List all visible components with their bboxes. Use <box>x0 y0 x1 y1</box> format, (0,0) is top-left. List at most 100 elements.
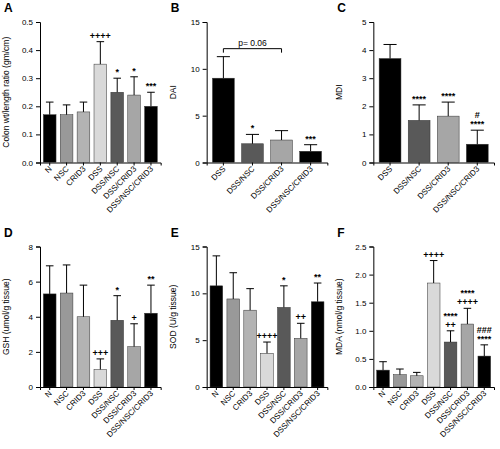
panel-title: F <box>337 226 344 240</box>
error-bar <box>280 286 288 308</box>
bar <box>461 324 474 387</box>
marks <box>43 42 157 163</box>
plot: 0.00.10.20.30.40.5NNSCCRID3DSSDSS/NSCDSS… <box>1 18 161 214</box>
error-bar <box>442 102 455 116</box>
x-tick: N <box>43 387 54 399</box>
bar <box>300 151 322 162</box>
y-tick-label: 0 <box>195 159 200 168</box>
error-bar <box>471 130 484 144</box>
x-tick-mark <box>216 387 217 390</box>
y-tick: 0.4 <box>22 46 40 55</box>
x-tick-mark <box>419 163 420 166</box>
significance-label: ++++ <box>423 250 444 260</box>
y-tick-label: 4 <box>362 46 367 55</box>
x-tick-label: DSS <box>376 164 394 182</box>
bar <box>77 317 90 387</box>
y-tick-label: 8 <box>29 243 34 252</box>
y-tick-mark <box>369 387 373 388</box>
x-tick-label: N <box>377 389 388 400</box>
y-tick-label: 15 <box>191 243 200 252</box>
y-tick: 0 <box>362 159 373 168</box>
y-tick-label: 0.2 <box>22 102 34 111</box>
x-axis-line <box>374 388 495 391</box>
y-tick-label: 0 <box>29 383 34 392</box>
y-tick-mark <box>203 247 207 248</box>
significance-label: ** <box>314 272 322 282</box>
error-bar <box>213 256 221 286</box>
x-tick-mark <box>223 163 224 166</box>
comparison-bracket <box>223 49 281 53</box>
y-tick: 0.5 <box>355 355 373 364</box>
panel: E051015NNSCCRID3DSSDSS/NSCDSS/CRID3DSS/N… <box>168 226 328 440</box>
y-axis-title: GSH (umol/g tissue) <box>1 278 11 355</box>
error-bar <box>297 323 305 338</box>
y-tick-label: 4 <box>29 313 34 322</box>
y-tick: 10 <box>191 65 207 74</box>
error-bar <box>63 105 71 115</box>
y-tick-label: 0.3 <box>22 74 34 83</box>
plot: 012345DSSDSS/NSCDSS/CRID3DSS/NSC/CRID3MD… <box>334 18 494 214</box>
y-tick-label: 0.4 <box>22 46 34 55</box>
x-tick-mark <box>317 387 318 390</box>
x-tick-mark <box>383 387 384 390</box>
y-tick: 0 <box>29 383 40 392</box>
error-bar <box>246 134 259 143</box>
figure: A0.00.10.20.30.40.5NNSCCRID3DSSDSS/NSCDS… <box>0 0 500 449</box>
error-bar <box>147 285 155 313</box>
x-axis: DSSDSS/NSCDSS/CRID3DSS/NSC/CRID3 <box>374 163 495 215</box>
significance-label: **** <box>412 94 427 104</box>
y-axis-title: MDI <box>334 84 344 100</box>
y-tick: 8 <box>29 243 40 252</box>
x-tick-mark <box>134 163 135 166</box>
x-tick: DSS/NSC/CRID3 <box>272 387 322 439</box>
error-bar <box>147 92 155 106</box>
bar <box>294 338 307 387</box>
x-tick: N <box>377 387 388 399</box>
bar <box>43 115 56 163</box>
panel-title: E <box>171 226 179 240</box>
error-bar <box>413 105 426 120</box>
y-tick-mark <box>369 163 373 164</box>
y-axis-line <box>203 247 208 388</box>
x-tick-label: N <box>210 389 221 400</box>
panel-title: B <box>171 1 180 15</box>
bar <box>227 299 240 387</box>
bar <box>408 120 430 162</box>
significance-label: * <box>282 275 286 285</box>
y-tick-mark <box>203 387 207 388</box>
significance-label: * <box>115 285 119 295</box>
panel: A0.00.10.20.30.40.5NNSCCRID3DSSDSS/NSCDS… <box>1 1 161 215</box>
significance-label: **** <box>470 119 485 129</box>
y-tick-mark <box>203 22 207 23</box>
y-tick: 0.0 <box>355 383 373 392</box>
y-tick: 4 <box>29 313 40 322</box>
x-tick-mark <box>416 387 417 390</box>
y-tick-mark <box>369 134 373 135</box>
significance-label: ++++ <box>256 331 277 341</box>
error-bar <box>80 102 88 112</box>
bar <box>60 115 73 163</box>
bar <box>311 302 324 387</box>
x-tick: N <box>43 163 54 175</box>
y-axis-line <box>203 23 208 164</box>
bar <box>271 140 293 162</box>
x-tick-label: N <box>43 389 54 400</box>
bar <box>111 92 124 162</box>
x-tick: DSS <box>209 163 227 183</box>
error-bar <box>46 102 54 115</box>
y-tick-mark <box>369 106 373 107</box>
significance-label: * <box>115 67 119 77</box>
y-tick-mark <box>203 293 207 294</box>
y-tick: 5 <box>195 336 206 345</box>
panel-title: A <box>4 1 13 15</box>
error-bar <box>430 261 438 283</box>
bar <box>427 283 440 387</box>
y-tick-label: 5 <box>195 112 200 121</box>
bar <box>244 310 257 387</box>
y-axis-title: Colon wt/length ratio (gm/cm) <box>1 37 11 148</box>
significance-label: ++++ <box>90 31 111 41</box>
x-tick-label: DSS/NSC/CRID3 <box>105 164 155 214</box>
y-tick-mark <box>36 282 40 283</box>
x-tick: DSS/NSC/CRID3 <box>431 163 481 215</box>
x-axis: NNSCCRID3DSSDSS/NSCDSS/CRID3DSS/NSC/CRID… <box>374 387 495 439</box>
